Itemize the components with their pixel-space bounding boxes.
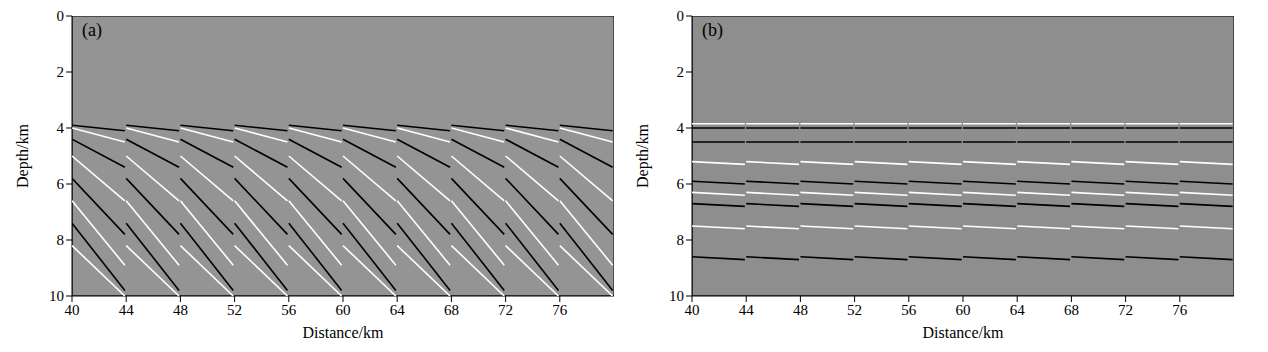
svg-text:64: 64 (1010, 302, 1025, 318)
svg-text:76: 76 (1172, 302, 1188, 318)
svg-text:4: 4 (57, 120, 65, 136)
svg-text:6: 6 (677, 176, 685, 192)
svg-text:48: 48 (173, 302, 188, 318)
svg-text:Distance/km: Distance/km (923, 324, 1004, 341)
svg-text:60: 60 (956, 302, 971, 318)
svg-text:56: 56 (281, 302, 297, 318)
svg-text:48: 48 (793, 302, 808, 318)
svg-text:0: 0 (57, 8, 65, 24)
svg-text:44: 44 (739, 302, 755, 318)
svg-text:10: 10 (669, 288, 684, 304)
svg-text:8: 8 (57, 232, 65, 248)
svg-text:Distance/km: Distance/km (303, 324, 384, 341)
svg-text:72: 72 (1118, 302, 1133, 318)
svg-text:72: 72 (498, 302, 513, 318)
svg-text:4: 4 (677, 120, 685, 136)
svg-text:2: 2 (677, 64, 685, 80)
svg-text:60: 60 (336, 302, 351, 318)
svg-text:68: 68 (444, 302, 459, 318)
svg-text:10: 10 (49, 288, 64, 304)
html-text:(b): (b) (702, 20, 723, 40)
svg-text:0: 0 (677, 8, 685, 24)
svg-text:76: 76 (552, 302, 568, 318)
svg-text:Depth/km: Depth/km (14, 123, 32, 188)
html-text:(a): (a) (82, 20, 102, 40)
svg-text:52: 52 (847, 302, 862, 318)
svg-text:56: 56 (901, 302, 917, 318)
svg-text:52: 52 (227, 302, 242, 318)
svg-text:44: 44 (119, 302, 135, 318)
svg-text:40: 40 (65, 302, 80, 318)
svg-text:2: 2 (57, 64, 65, 80)
svg-text:8: 8 (677, 232, 685, 248)
svg-text:40: 40 (685, 302, 700, 318)
svg-text:68: 68 (1064, 302, 1079, 318)
svg-text:6: 6 (57, 176, 65, 192)
svg-text:Depth/km: Depth/km (634, 123, 652, 188)
svg-text:64: 64 (390, 302, 406, 318)
